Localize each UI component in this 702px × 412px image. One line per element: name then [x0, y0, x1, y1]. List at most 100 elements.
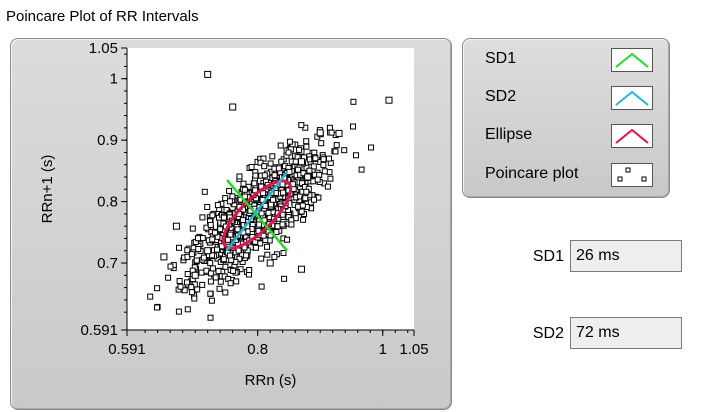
data-point	[165, 274, 172, 281]
data-point	[327, 175, 334, 182]
data-point	[271, 253, 278, 260]
data-point	[199, 281, 206, 288]
data-point	[260, 232, 267, 239]
data-point	[258, 210, 265, 217]
data-point	[209, 265, 216, 272]
data-point	[240, 180, 247, 187]
data-point	[195, 246, 202, 252]
data-point	[258, 255, 265, 262]
data-point	[199, 235, 206, 242]
data-point	[281, 275, 288, 282]
data-point	[239, 217, 246, 224]
ellipse-line-icon	[615, 128, 649, 144]
data-point	[270, 196, 276, 203]
data-point	[147, 293, 154, 300]
data-point	[211, 229, 218, 236]
data-point	[243, 252, 250, 259]
legend-swatch-sd1[interactable]	[611, 48, 653, 72]
chart-title: Poincare Plot of RR Intervals	[6, 8, 199, 25]
data-point	[222, 289, 229, 296]
data-point	[314, 176, 321, 183]
data-point	[316, 129, 324, 137]
data-point	[279, 181, 286, 188]
data-point	[207, 278, 214, 285]
legend-swatch-poincare[interactable]	[611, 163, 653, 187]
y-axis-label: RRn+1 (s)	[39, 155, 56, 224]
data-point	[195, 235, 201, 242]
sd2-line-icon	[615, 90, 649, 106]
scatter-icon	[617, 167, 647, 182]
legend-swatch-ellipse[interactable]	[611, 124, 653, 148]
data-point	[216, 285, 223, 292]
data-point	[258, 283, 265, 290]
data-point	[188, 251, 195, 258]
data-point	[227, 231, 234, 238]
data-point	[236, 255, 243, 262]
data-point	[286, 138, 293, 145]
sd1-line	[226, 179, 289, 252]
data-point	[154, 285, 161, 292]
data-point	[385, 96, 393, 104]
data-point	[312, 155, 319, 162]
data-point	[235, 247, 242, 254]
data-point	[275, 165, 282, 172]
data-point	[303, 143, 310, 150]
data-point	[264, 251, 271, 258]
data-point	[222, 195, 229, 202]
x-tick-label: 0.591	[108, 341, 146, 358]
data-point	[188, 289, 195, 296]
data-point	[226, 252, 233, 259]
data-point	[224, 236, 231, 243]
data-point	[333, 142, 340, 149]
sd2-indicator: 72 ms	[570, 317, 682, 349]
data-point	[321, 168, 328, 175]
sd1-indicator: 26 ms	[570, 240, 682, 272]
data-point	[246, 267, 253, 273]
data-point	[286, 168, 293, 175]
x-tick-label: 1	[379, 341, 387, 358]
data-point	[298, 122, 305, 129]
data-point	[318, 140, 325, 147]
data-point	[358, 166, 365, 173]
x-axis-label: RRn (s)	[245, 372, 297, 389]
legend-label-sd1: SD1	[485, 50, 517, 67]
data-point	[300, 170, 307, 177]
data-point	[214, 202, 221, 209]
data-point	[350, 123, 356, 130]
y-tick-label: 0.591	[80, 322, 118, 339]
data-point	[176, 278, 183, 284]
data-point	[214, 246, 220, 253]
data-point	[332, 148, 339, 155]
legend-swatch-sd2[interactable]	[611, 86, 653, 110]
x-tick-label: 1.05	[399, 341, 428, 358]
data-point	[326, 155, 332, 162]
data-point	[294, 166, 301, 173]
data-point	[256, 221, 263, 228]
data-point	[217, 226, 224, 233]
data-point	[257, 159, 264, 166]
data-point	[184, 306, 191, 313]
data-point	[184, 247, 191, 254]
data-point	[271, 172, 278, 179]
sd1-label: SD1	[532, 248, 564, 265]
data-point	[300, 216, 307, 223]
data-point	[191, 295, 198, 302]
data-point	[176, 244, 182, 251]
legend-label-sd2: SD2	[485, 88, 517, 105]
data-point	[265, 209, 272, 216]
data-point	[252, 244, 259, 251]
data-point	[292, 158, 299, 165]
data-point	[299, 202, 306, 209]
legend-label-ellipse: Ellipse	[485, 126, 533, 143]
data-point	[298, 158, 305, 166]
data-point	[353, 152, 359, 159]
data-point	[284, 236, 291, 243]
data-point	[262, 202, 269, 209]
data-point	[236, 173, 243, 180]
plot-legend[interactable]: SD1 SD2 Ellipse Poincare plot	[462, 38, 670, 198]
data-point	[175, 308, 182, 315]
data-point	[311, 196, 317, 203]
y-tick-label: 0.8	[97, 194, 118, 211]
data-point	[298, 208, 305, 215]
